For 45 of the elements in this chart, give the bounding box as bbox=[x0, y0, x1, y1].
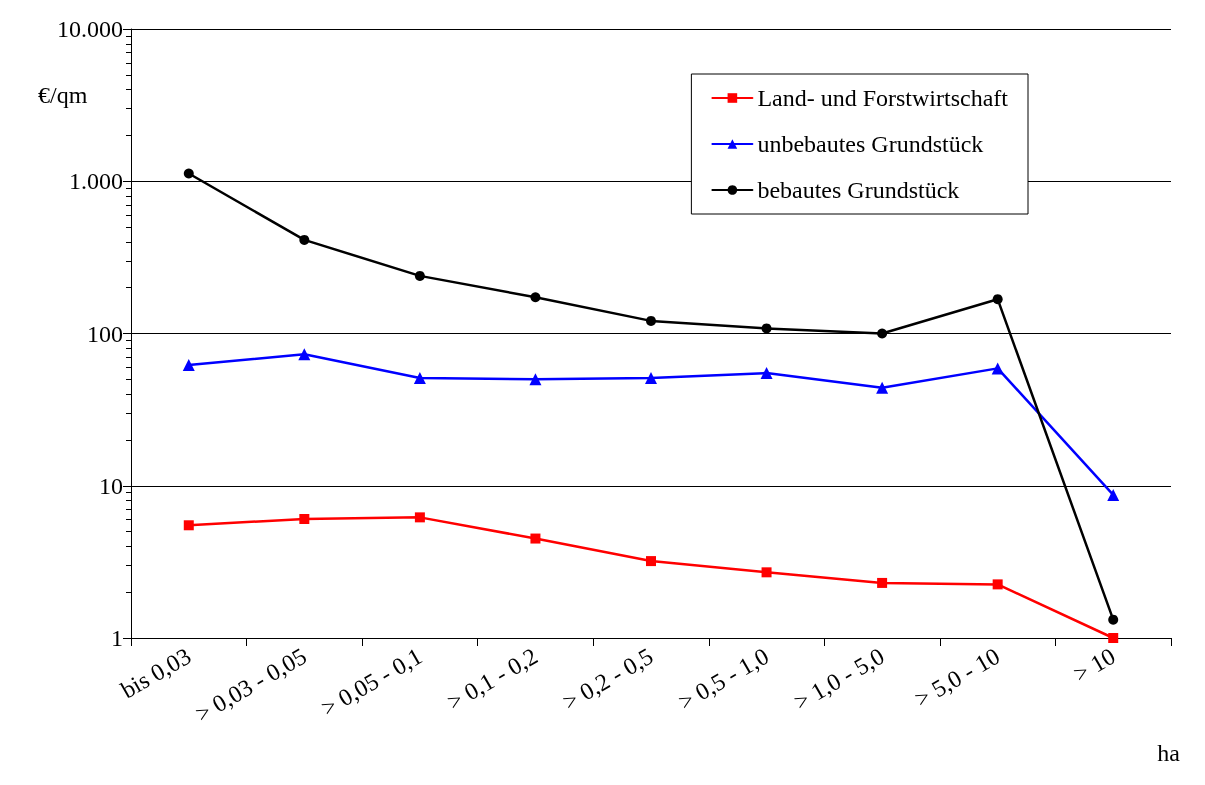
point bbox=[530, 533, 541, 544]
point bbox=[992, 294, 1003, 305]
point bbox=[877, 328, 888, 339]
x-tick-label: > 0,2 - 0,5 bbox=[558, 642, 658, 715]
point bbox=[1108, 633, 1119, 643]
point bbox=[1108, 614, 1119, 625]
point bbox=[530, 292, 541, 303]
legend-label: unbebautes Grundstück bbox=[757, 131, 984, 157]
y-tick-label: 1 bbox=[111, 625, 123, 651]
y-tick-label: 100 bbox=[87, 320, 123, 347]
point bbox=[646, 315, 656, 326]
point bbox=[298, 348, 311, 361]
point bbox=[183, 520, 194, 531]
y-axis-title: €/qm bbox=[38, 82, 88, 108]
point bbox=[183, 168, 194, 179]
point bbox=[645, 372, 657, 385]
point bbox=[1107, 488, 1120, 501]
point bbox=[414, 512, 425, 523]
y-tick-label: 10.000 bbox=[57, 16, 123, 42]
legend-label: bebautes Grundstück bbox=[757, 177, 960, 203]
point bbox=[414, 270, 425, 281]
y-tick-label: 10 bbox=[99, 472, 123, 499]
x-tick-label: > 0,05 - 0,1 bbox=[316, 642, 427, 721]
x-tick-label: > 0,1 - 0,2 bbox=[442, 642, 542, 715]
point bbox=[761, 567, 772, 578]
point bbox=[761, 323, 772, 334]
x-axis-title: ha bbox=[1157, 740, 1181, 766]
legend-label: Land- und Forstwirtschaft bbox=[757, 85, 1009, 111]
point bbox=[529, 373, 542, 386]
point bbox=[992, 579, 1003, 590]
x-tick-label: > 0,5 - 1,0 bbox=[673, 642, 774, 715]
point bbox=[760, 367, 773, 380]
point bbox=[991, 362, 1004, 375]
x-tick-label: > 1,0 - 5,0 bbox=[789, 642, 889, 715]
point bbox=[182, 359, 195, 372]
x-tick-label: > 5,0 - 10 bbox=[910, 642, 1005, 712]
point bbox=[413, 372, 426, 385]
point bbox=[299, 234, 310, 245]
x-tick-label: > 0,03 - 0,05 bbox=[190, 642, 311, 727]
point bbox=[299, 513, 310, 524]
point bbox=[877, 577, 888, 588]
point bbox=[876, 381, 889, 394]
point bbox=[646, 556, 656, 567]
x-tick-label: > 10 bbox=[1069, 642, 1120, 688]
y-tick-label: 1.000 bbox=[69, 168, 123, 195]
